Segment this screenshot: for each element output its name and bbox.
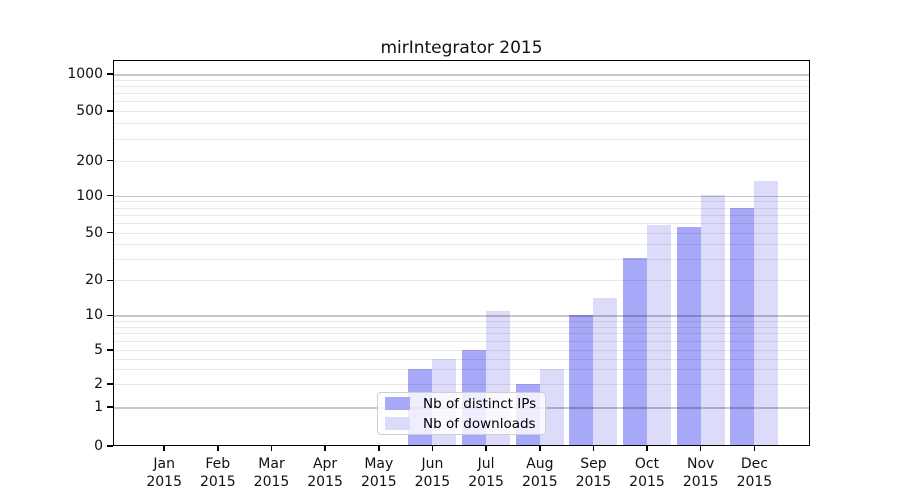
y-tick-mark-200 [107,159,113,162]
x-tick-label-feb: Feb 2015 [199,456,236,490]
x-tick-label-oct: Oct 2015 [629,456,665,490]
gridline-10 [113,315,810,317]
gridline-90 [113,201,810,203]
y-tick-mark-2 [107,383,113,385]
x-tick-mark-sep [592,446,595,451]
x-tick-mark-jun [431,446,434,451]
gridline-3 [113,369,810,371]
y-tick-label-50: 50 [85,224,103,241]
legend-swatch-downloads-icon [385,417,410,430]
legend-swatch-distinct-ips-icon [385,397,410,410]
legend-label-downloads: Nb of downloads [423,415,536,432]
gridline-100 [113,195,810,198]
gridline-800 [113,85,810,87]
gridline-40 [113,244,810,246]
x-tick-label-may: May 2015 [360,456,397,490]
x-tick-label-dec: Dec 2015 [736,456,773,490]
gridlines-layer [113,60,810,446]
y-tick-label-10: 10 [85,307,103,324]
bar-downloads-nov [700,194,725,446]
y-tick-mark-50 [107,231,113,234]
x-tick-mark-mar [270,446,273,451]
bar-downloads-sep [593,298,618,446]
chart-title: mirIntegrator 2015 [380,38,543,58]
y-tick-label-200: 200 [76,152,103,169]
gridline-1000 [113,74,810,76]
gridline-900 [113,79,810,81]
gridline-700 [113,93,810,94]
x-tick-mark-apr [324,446,326,451]
gridline-400 [113,123,810,124]
legend-item-downloads: Nb of downloads [385,416,539,432]
gridline-20 [113,280,810,282]
x-tick-label-jun: Jun 2015 [414,456,451,490]
y-tick-mark-500 [107,110,113,112]
y-tick-label-20: 20 [85,272,103,289]
x-tick-label-jan: Jan 2015 [146,456,182,490]
legend: Nb of distinct IPs Nb of downloads [377,392,546,435]
bar-downloads-oct [647,224,671,446]
gridline-30 [113,259,810,261]
gridline-200 [113,160,810,162]
bar-distinct-ips-nov [676,226,701,446]
x-tick-mark-dec [753,446,756,451]
x-tick-label-aug: Aug 2015 [521,456,558,490]
y-tick-mark-20 [107,279,113,282]
x-tick-mark-jan [163,446,165,451]
gridline-5 [113,350,810,352]
x-tick-label-apr: Apr 2015 [307,456,343,490]
gridline-2 [113,384,810,386]
x-tick-mark-aug [539,446,541,451]
x-tick-mark-jul [485,446,487,451]
plot-area: Nb of distinct IPs Nb of downloads [113,60,810,446]
gridline-500 [113,110,810,112]
x-tick-label-mar: Mar 2015 [253,456,290,490]
y-tick-label-5: 5 [94,342,103,359]
gridline-7 [113,333,810,335]
x-tick-mark-may [378,446,380,451]
x-tick-mark-oct [646,446,648,451]
gridline-70 [113,214,810,216]
y-tick-mark-5 [107,349,113,351]
y-tick-label-0: 0 [94,438,103,454]
x-tick-mark-nov [699,446,702,451]
legend-item-distinct-ips: Nb of distinct IPs [385,396,539,412]
y-tick-label-2: 2 [94,376,103,393]
gridline-8 [113,326,810,328]
y-tick-label-500: 500 [76,102,103,119]
gridline-60 [113,222,810,224]
y-tick-mark-10 [107,314,113,317]
y-tick-label-1: 1 [94,399,103,416]
x-tick-label-sep: Sep 2015 [575,456,612,490]
bar-downloads-dec [754,181,779,446]
x-tick-label-nov: Nov 2015 [682,456,719,490]
gridline-6 [113,341,810,343]
gridline-4 [113,358,810,360]
y-tick-label-1000: 1000 [67,66,103,82]
y-tick-label-100: 100 [76,187,103,204]
legend-label-distinct-ips: Nb of distinct IPs [423,395,537,412]
gridline-600 [113,101,810,103]
gridline-9 [113,320,810,322]
y-tick-mark-1 [107,406,113,408]
y-tick-mark-0 [107,445,113,447]
bar-distinct-ips-oct [623,257,647,446]
y-tick-mark-100 [107,194,113,197]
y-tick-mark-1000 [107,73,113,75]
gridline-50 [113,232,810,234]
gridline-80 [113,207,810,209]
bar-distinct-ips-sep [569,315,594,446]
x-tick-mark-feb [217,446,219,451]
bar-distinct-ips-dec [730,208,755,446]
gridline-300 [113,138,810,140]
x-tick-label-jul: Jul 2015 [468,456,504,490]
